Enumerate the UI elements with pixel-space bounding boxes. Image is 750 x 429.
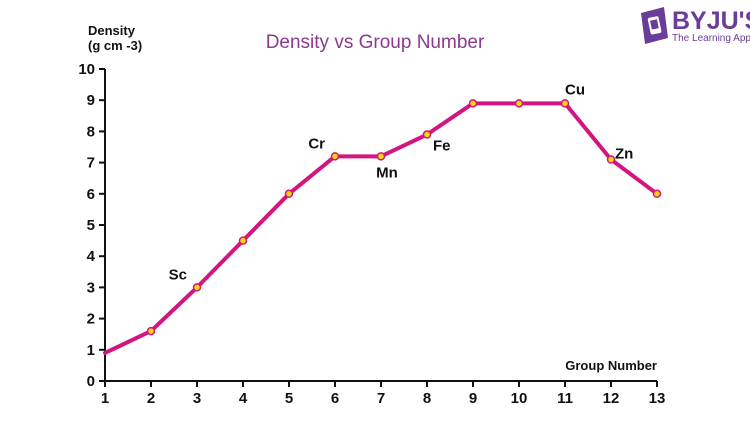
data-point-marker: [652, 189, 662, 199]
x-tick-label: 7: [377, 390, 385, 407]
y-tick-label: 3: [87, 279, 95, 296]
x-tick-label: 1: [101, 390, 109, 407]
data-point-marker: [146, 326, 156, 336]
x-tick-label: 3: [193, 390, 201, 407]
byjus-logo-icon: [641, 7, 668, 44]
brand-logo: BYJU'S The Learning App: [641, 7, 750, 44]
x-tick-label: 4: [239, 390, 248, 407]
data-point-marker: [422, 130, 432, 139]
brand-name: BYJU'S: [672, 7, 750, 35]
x-tick-label: 5: [285, 390, 293, 407]
y-axis-label-line1: Density: [88, 23, 136, 38]
x-tick-label: 9: [469, 390, 477, 407]
data-point-marker: [514, 99, 524, 108]
chart-title: Density vs Group Number: [266, 32, 485, 53]
y-tick-label: 0: [87, 373, 95, 390]
data-point-marker: [284, 189, 294, 199]
y-tick-label: 6: [87, 186, 95, 203]
x-tick-label: 11: [557, 390, 573, 407]
annotation-layer: Sc Cr Mn Fe Cu Zn: [169, 81, 634, 283]
element-label-mn: Mn: [376, 164, 398, 181]
y-tick-label: 1: [87, 342, 95, 359]
data-point-marker: [606, 155, 616, 164]
element-label-cu: Cu: [565, 81, 585, 98]
density-series-line: [103, 101, 659, 355]
element-label-fe: Fe: [433, 138, 451, 155]
data-point-marker: [376, 152, 386, 161]
y-tick-label: 9: [87, 92, 95, 109]
x-tick-label: 12: [603, 390, 620, 407]
y-axis-label-line2: (g cm -3): [88, 38, 142, 53]
y-tick-label: 2: [87, 311, 95, 328]
element-label-zn: Zn: [615, 145, 633, 162]
data-point-marker: [468, 99, 478, 108]
data-point-marker: [238, 236, 248, 245]
y-tick-label: 8: [87, 123, 95, 140]
x-tick-label: 6: [331, 390, 339, 407]
x-tick-label: 2: [147, 390, 155, 407]
brand-tagline: The Learning App: [672, 33, 750, 44]
data-point-marker: [330, 152, 340, 161]
element-label-cr: Cr: [308, 135, 325, 152]
x-axis-label: Group Number: [565, 358, 657, 373]
x-tick-label: 13: [649, 390, 666, 407]
marker-layer: [146, 99, 662, 336]
x-tick-label: 10: [511, 390, 528, 407]
y-tick-label: 5: [87, 217, 95, 234]
y-tick-label: 4: [87, 248, 96, 265]
element-label-sc: Sc: [169, 266, 187, 283]
data-point-marker: [560, 99, 570, 108]
x-tick-label: 8: [423, 390, 431, 407]
y-tick-label: 7: [87, 155, 95, 172]
series-layer: [103, 101, 659, 355]
y-tick-label: 10: [78, 61, 95, 78]
data-point-marker: [192, 283, 202, 292]
